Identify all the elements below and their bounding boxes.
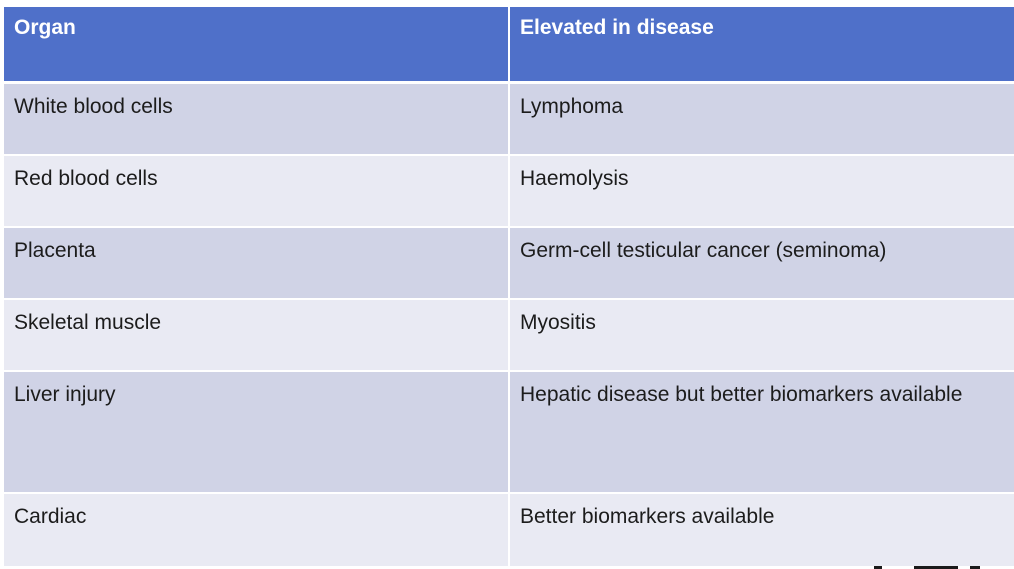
organ-cell: White blood cells <box>4 82 510 156</box>
disease-cell: Haemolysis <box>509 155 1014 228</box>
organ-cell: Liver injury <box>4 371 510 494</box>
table-row: Liver injury Hepatic disease but better … <box>4 371 1014 494</box>
table-row: White blood cells Lymphoma <box>4 82 1014 156</box>
table-header-row: Organ Elevated in disease <box>4 7 1014 84</box>
table-row: Cardiac Better biomarkers available <box>4 493 1014 566</box>
disease-cell: Better biomarkers available <box>509 493 1014 566</box>
organ-disease-table: Organ Elevated in disease White blood ce… <box>4 7 1014 566</box>
organ-cell: Skeletal muscle <box>4 299 510 372</box>
slide-footer-mark <box>874 565 1004 569</box>
header-elevated-in-disease: Elevated in disease <box>509 7 1014 84</box>
table-row: Red blood cells Haemolysis <box>4 155 1014 228</box>
disease-cell: Lymphoma <box>509 82 1014 156</box>
table-row: Placenta Germ-cell testicular cancer (se… <box>4 227 1014 300</box>
organ-cell: Red blood cells <box>4 155 510 228</box>
header-organ: Organ <box>4 7 510 84</box>
table-row: Skeletal muscle Myositis <box>4 299 1014 372</box>
organ-cell: Cardiac <box>4 493 510 566</box>
disease-cell: Germ-cell testicular cancer (seminoma) <box>509 227 1014 300</box>
disease-cell: Hepatic disease but better biomarkers av… <box>509 371 1014 494</box>
organ-cell: Placenta <box>4 227 510 300</box>
disease-cell: Myositis <box>509 299 1014 372</box>
